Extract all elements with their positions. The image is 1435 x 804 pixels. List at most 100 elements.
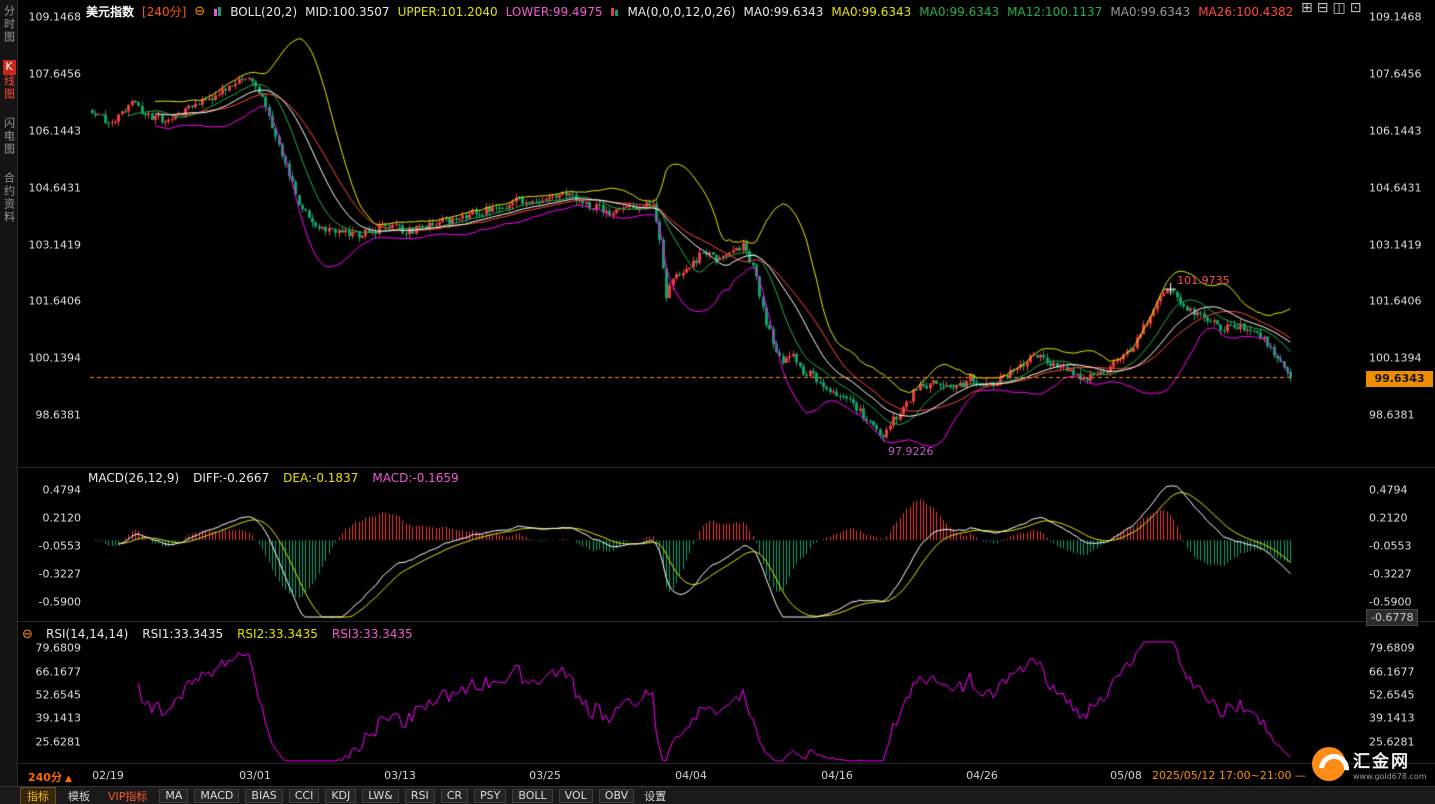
rsi-axis-tick-right-5: 25.6281	[1369, 735, 1415, 749]
price-axis-tick-right-4: 104.6431	[1369, 181, 1422, 195]
candlestick-chart-canvas[interactable]	[90, 17, 1292, 466]
indicator-header: 美元指数 [240分] ⊖ BOLL(20,2) MID:100.3507 UP…	[86, 3, 1293, 20]
rsi-axis-tick-right-4: 39.1413	[1369, 711, 1415, 725]
indicator-button-lw[interactable]: LW&	[362, 788, 399, 803]
rsi-axis-tick-left-5: 25.6281	[35, 735, 82, 749]
price-axis-tick-right-5: 103.1419	[1369, 238, 1422, 252]
macd-diff-value: DIFF:-0.2667	[193, 471, 270, 485]
chart-type-sidebar: 分时图 K线图闪电图合约资料	[0, 0, 18, 786]
price-axis-tick-left-5: 103.1419	[28, 238, 82, 252]
indicator-button-vol[interactable]: VOL	[558, 788, 593, 803]
settings-button[interactable]: 设置	[644, 789, 667, 803]
active-tab-badge: K	[2, 60, 16, 75]
right-price-axis: 109.1468 107.6456 106.1443 104.6431 103.1419…	[1368, 0, 1434, 804]
brand-name: 汇金网	[1353, 752, 1410, 772]
pane-single-icon[interactable]: ⊡	[1349, 0, 1362, 16]
ma-value-1: MA0:99.6343	[743, 4, 824, 19]
indicator-button-cci[interactable]: CCI	[288, 788, 320, 803]
ma-legend-icon	[610, 6, 619, 18]
sidebar-tab-2[interactable]: K线图	[2, 60, 16, 101]
rsi-axis-tick-right-3: 52.6545	[1369, 688, 1415, 702]
current-price-tag: 99.6343	[1366, 371, 1433, 387]
date-tick-6: 04/16	[821, 769, 853, 782]
macd-axis-tick-left-3: -0.0553	[38, 539, 81, 553]
indicator-button-psy[interactable]: PSY	[474, 788, 507, 803]
bottom-toolbar: 指标 模板 VIP指标 MA MACD BIAS CCI KDJ LW& RSI CR PSY BOL…	[0, 786, 1435, 804]
brand-text: 汇金网 www.gold678.com	[1353, 747, 1427, 781]
macd-axis-tick-left-4: -0.3227	[38, 567, 81, 581]
timeframe-arrow-icon: ▲	[64, 774, 72, 784]
indicator-button-obv[interactable]: OBV	[598, 788, 635, 803]
indicator-button-cr[interactable]: CR	[440, 788, 469, 803]
pane-grid-icon[interactable]: ⊞	[1301, 0, 1313, 16]
rsi-axis-tick-left-4: 39.1413	[35, 711, 82, 725]
price-axis-tick-left-1: 109.1468	[28, 10, 82, 24]
rsi-axis-tick-right-2: 66.1677	[1369, 665, 1415, 679]
macd-axis-tick-left-1: 0.4794	[42, 483, 82, 497]
macd-axis-tick-right-5: -0.5900	[1369, 595, 1412, 609]
panel-divider-1	[18, 467, 1435, 468]
rsi1-value: RSI1:33.3435	[142, 627, 224, 641]
date-tick-4: 03/25	[529, 769, 561, 782]
huijin-logo-icon	[1312, 747, 1346, 781]
rsi-axis-tick-left-1: 79.6809	[35, 641, 82, 655]
sidebar-tab-3[interactable]: 闪电图	[2, 117, 16, 156]
price-axis-tick-left-7: 100.1394	[28, 351, 82, 365]
sidebar-tab-1[interactable]: 分时图	[2, 5, 16, 44]
ma-value-2: MA0:99.6343	[831, 4, 912, 19]
pane-split-vertical-icon[interactable]: ◫	[1332, 0, 1346, 16]
rsi2-value: RSI2:33.3435	[237, 627, 318, 641]
boll-name: BOLL(20,2)	[230, 4, 298, 19]
price-axis-tick-right-2: 107.6456	[1369, 67, 1422, 81]
price-axis-tick-left-2: 107.6456	[28, 67, 82, 81]
ma-value-4: MA12:100.1137	[1007, 4, 1103, 19]
indicator-button-macd[interactable]: MACD	[194, 788, 240, 803]
date-tick-2: 03/01	[239, 769, 271, 782]
period-label[interactable]: [240分]	[142, 5, 187, 19]
rsi3-value: RSI3:33.3435	[331, 627, 413, 641]
indicator-button-boll[interactable]: BOLL	[512, 788, 553, 803]
toolbar-tab-1[interactable]: 指标	[20, 786, 56, 804]
panel-divider-2	[18, 621, 1435, 622]
macd-min-value-tag: -0.6778	[1366, 609, 1419, 626]
rsi-name: RSI(14,14,14)	[46, 627, 129, 641]
indicator-button-kdj[interactable]: KDJ	[325, 788, 357, 803]
timeframe-label[interactable]: 240分 ▲	[28, 769, 72, 785]
macd-dea-value: DEA:-0.1837	[283, 471, 359, 485]
macd-axis-tick-left-2: 0.2120	[42, 511, 82, 525]
indicator-button-rsi[interactable]: RSI	[404, 788, 435, 803]
macd-chart-canvas[interactable]	[90, 484, 1292, 619]
indicator-buttons: MA MACD BIAS CCI KDJ LW& RSI CR PSY BOLL VOL OBV	[159, 788, 635, 803]
price-axis-tick-right-1: 109.1468	[1369, 10, 1422, 24]
macd-axis-tick-right-2: 0.2120	[1369, 511, 1408, 525]
date-tick-5: 04/04	[675, 769, 707, 782]
indicator-button-bias[interactable]: BIAS	[245, 788, 283, 803]
toolbar-tab-2[interactable]: 模板	[68, 789, 90, 803]
price-axis-tick-right-6: 101.6406	[1369, 294, 1422, 308]
macd-header: MACD(26,12,9) DIFF:-0.2667 DEA:-0.1837 M…	[88, 471, 459, 485]
collapse-rsi-panel-icon[interactable]: ⊖	[22, 627, 33, 642]
price-axis-tick-right-7: 100.1394	[1369, 351, 1422, 365]
hover-time-label: 2025/05/12 17:00~21:00 —	[1152, 769, 1307, 782]
macd-name: MACD(26,12,9)	[88, 471, 180, 485]
price-axis-tick-left-4: 104.6431	[28, 181, 82, 195]
macd-axis-tick-right-4: -0.3227	[1369, 567, 1412, 581]
boll-legend-icon	[213, 6, 222, 18]
ma-name: MA(0,0,0,12,0,26)	[627, 4, 736, 19]
price-axis-tick-left-3: 106.1443	[28, 124, 82, 138]
price-axis-tick-right-8: 98.6381	[1369, 408, 1415, 422]
rsi-chart-canvas[interactable]	[90, 640, 1292, 763]
symbol-title: 美元指数	[86, 5, 135, 19]
boll-lower-value: LOWER:99.4975	[505, 4, 603, 19]
indicator-button-ma[interactable]: MA	[159, 788, 189, 803]
ma-value-3: MA0:99.6343	[919, 4, 1000, 19]
ma-values: MA0:99.6343 MA0:99.6343 MA0:99.6343 MA12:10…	[744, 5, 1294, 19]
collapse-main-chart-icon[interactable]: ⊖	[194, 4, 206, 19]
brand-logo: 汇金网 www.gold678.com	[1312, 747, 1427, 781]
pane-split-horizontal-icon[interactable]: ⊟	[1316, 0, 1329, 16]
date-tick-7: 04/26	[966, 769, 998, 782]
sidebar-tab-4[interactable]: 合约资料	[2, 172, 16, 224]
price-axis-tick-left-8: 98.6381	[35, 408, 82, 422]
toolbar-tab-3[interactable]: VIP指标	[108, 789, 148, 803]
